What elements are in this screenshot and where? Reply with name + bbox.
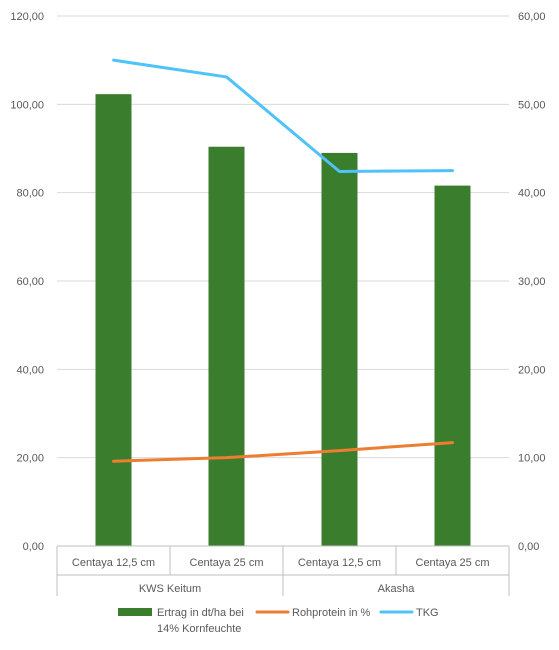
line-series [112,58,454,463]
legend: Ertrag in dt/ha bei 14% Kornfeuchte Rohpro… [118,607,439,635]
right-tick-label: 10,00 [518,453,546,465]
left-tick-label: 60,00 [16,276,44,288]
legend-label: Ertrag in dt/ha bei [157,607,244,619]
right-tick-label: 50,00 [518,99,546,111]
legend-label: TKG [416,607,439,619]
category-label: Centaya 25 cm [190,557,264,569]
left-tick-label: 0,00 [23,541,44,553]
left-tick-label: 100,00 [10,99,44,111]
left-tick-label: 20,00 [16,453,44,465]
bar-series [95,94,471,547]
right-axis-ticks: 0,00 10,00 20,00 30,00 40,00 50,00 60,00 [518,11,546,553]
left-tick-label: 120,00 [10,11,44,23]
left-tick-label: 40,00 [16,364,44,376]
gridlines [57,15,509,547]
right-tick-label: 60,00 [518,11,546,23]
right-tick-label: 20,00 [518,364,546,376]
bar [321,152,358,546]
series-line [112,441,454,463]
group-label: Akasha [378,583,416,595]
legend-label: Rohprotein in % [292,607,370,619]
legend-swatch [118,608,152,616]
category-label: Centaya 12,5 cm [72,557,155,569]
bar [208,146,245,546]
group-label: KWS Keitum [139,583,201,595]
right-tick-label: 30,00 [518,276,546,288]
category-axis: Centaya 12,5 cm Centaya 25 cm Centaya 12,5… [56,545,510,596]
series-line [112,58,454,173]
category-label: Centaya 25 cm [416,557,490,569]
bar [95,94,132,547]
left-axis-ticks: 0,00 20,00 40,00 60,00 80,00 100,00 120,00 [10,11,44,553]
right-tick-label: 40,00 [518,188,546,200]
category-label: Centaya 12,5 cm [298,557,381,569]
right-tick-label: 0,00 [518,541,539,553]
left-tick-label: 80,00 [16,188,44,200]
legend-label: 14% Kornfeuchte [157,623,241,635]
bar [434,185,471,546]
